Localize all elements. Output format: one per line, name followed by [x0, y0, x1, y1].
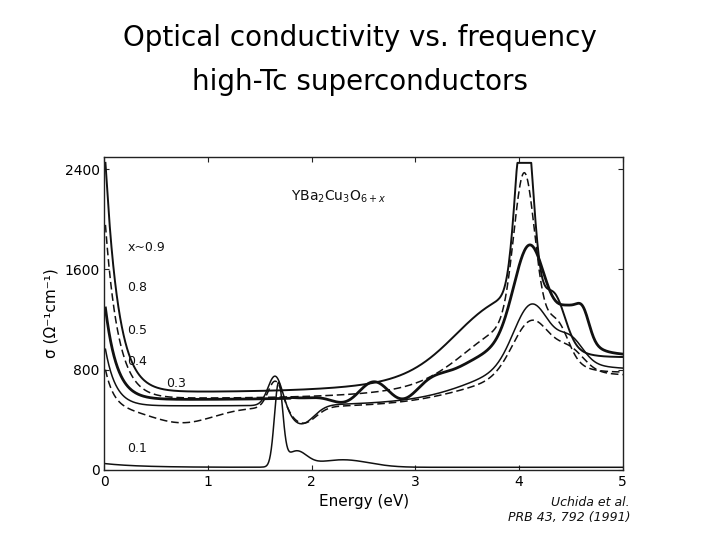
Text: high-Tc superconductors: high-Tc superconductors: [192, 68, 528, 96]
X-axis label: Energy (eV): Energy (eV): [318, 494, 409, 509]
Y-axis label: σ (Ω⁻¹cm⁻¹): σ (Ω⁻¹cm⁻¹): [44, 268, 59, 358]
Text: Uchida et al.
PRB 43, 792 (1991): Uchida et al. PRB 43, 792 (1991): [508, 496, 630, 524]
Text: x~0.9: x~0.9: [127, 240, 165, 254]
Text: 0.5: 0.5: [127, 325, 147, 338]
Text: 0.8: 0.8: [127, 281, 147, 294]
Text: Optical conductivity vs. frequency: Optical conductivity vs. frequency: [123, 24, 597, 52]
Text: 0.4: 0.4: [127, 355, 147, 368]
Text: 0.1: 0.1: [127, 442, 147, 455]
Text: 0.3: 0.3: [166, 377, 186, 390]
Text: YBa$_2$Cu$_3$O$_{6+x}$: YBa$_2$Cu$_3$O$_{6+x}$: [291, 188, 387, 205]
